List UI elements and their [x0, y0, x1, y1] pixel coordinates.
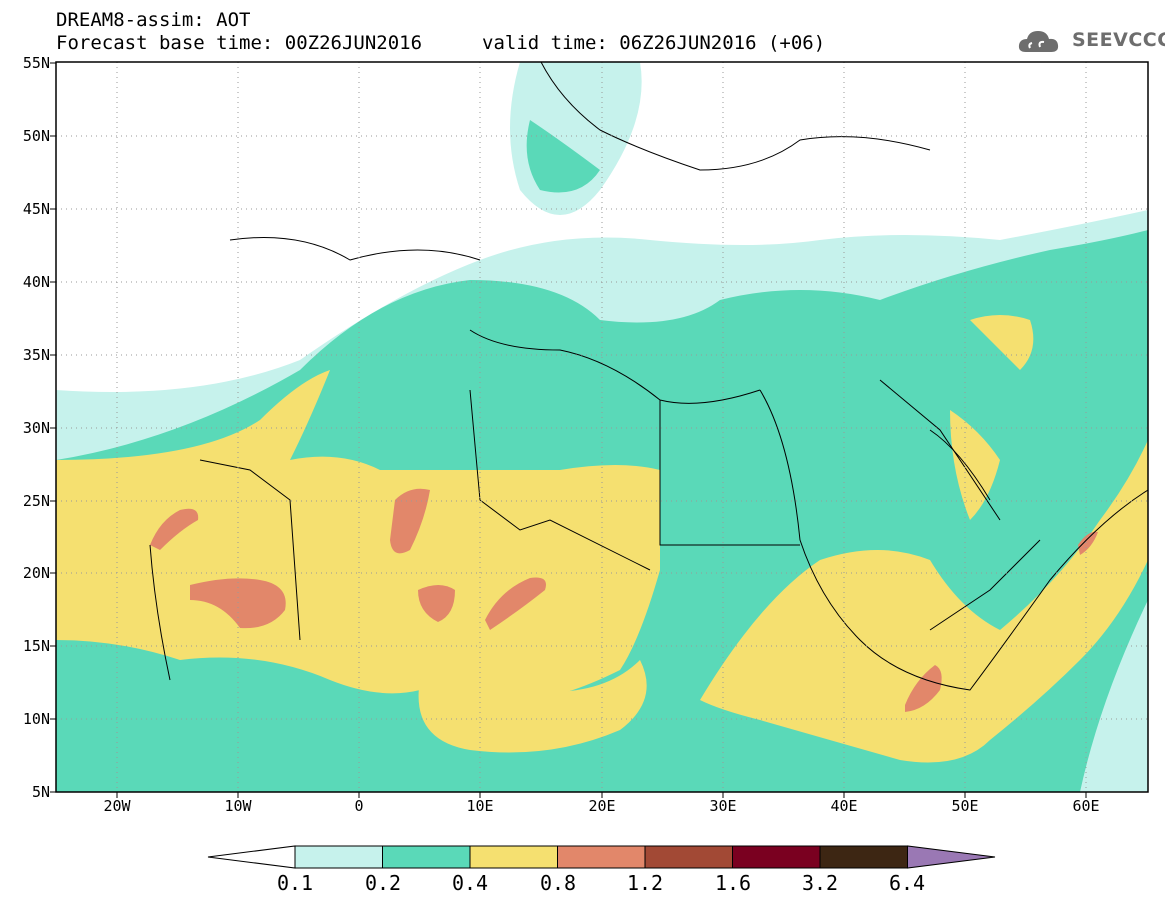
colorbar-swatch [819, 845, 908, 869]
colorbar-swatch [294, 845, 383, 869]
colorbar-label: 3.2 [801, 871, 839, 895]
aot-region-0.8-c [390, 488, 430, 554]
lat-label: 10N [22, 710, 50, 728]
aot-region-0.8-b [190, 578, 286, 629]
lat-label: 45N [22, 200, 50, 218]
aot-region-0.8-e [485, 577, 546, 630]
lon-label: 40E [830, 797, 858, 815]
border-lines [199, 379, 1041, 641]
lon-label: 20E [588, 797, 616, 815]
lat-label: 25N [22, 492, 50, 510]
lat-label: 40N [22, 273, 50, 291]
valid-time: valid time: 06Z26JUN2016 (+06) [482, 32, 826, 54]
aot-region-0.4-east [700, 440, 1148, 763]
aot-region-0.8-d [418, 585, 455, 622]
logo-text: SEEVCCC [1072, 29, 1165, 51]
colorbar-label: 0.8 [539, 871, 577, 895]
lat-label: 35N [22, 346, 50, 364]
aot-region-0.4-sahel [418, 660, 647, 753]
colorbar-label: 6.4 [888, 871, 926, 895]
lon-label: 50E [951, 797, 979, 815]
colorbar-under-triangle [207, 845, 296, 869]
map-title: DREAM8-assim: AOT [56, 9, 251, 31]
lat-label: 5N [31, 783, 50, 801]
colorbar-over-triangle [907, 845, 996, 869]
aot-region-0.8-f [905, 665, 942, 712]
lon-label: 60E [1072, 797, 1100, 815]
lon-label: 10E [466, 797, 494, 815]
lat-label: 30N [22, 419, 50, 437]
colorbar [207, 845, 996, 869]
lon-label: 0 [354, 797, 364, 815]
forecast-base-time: Forecast base time: 00Z26JUN2016 [56, 32, 423, 54]
aot-region-0.4-gulf [950, 410, 1000, 520]
lat-label: 50N [22, 127, 50, 145]
aot-region-0.2-balkan [526, 120, 600, 193]
aot-region-0.4-sahara [56, 370, 660, 700]
lat-label: 55N [22, 54, 50, 72]
colorbar-label: 1.2 [626, 871, 664, 895]
colorbar-swatch [644, 845, 733, 869]
lat-label: 15N [22, 637, 50, 655]
colorbar-swatch [732, 845, 821, 869]
coastline [149, 62, 1148, 691]
aot-region-0.4-caspian [970, 315, 1034, 370]
colorbar-swatch [557, 845, 646, 869]
lon-label: 20W [103, 797, 131, 815]
cloud-logo-icon [1018, 31, 1059, 52]
aot-region-0.8-a [150, 508, 199, 550]
colorbar-label: 1.6 [714, 871, 752, 895]
colorbar-swatch [469, 845, 558, 869]
lon-label: 30E [709, 797, 737, 815]
colorbar-label: 0.2 [364, 871, 402, 895]
colorbar-label: 0.1 [276, 871, 314, 895]
colorbar-label: 0.4 [451, 871, 489, 895]
lat-label: 20N [22, 564, 50, 582]
colorbar-swatch [382, 845, 471, 869]
lon-label: 10W [224, 797, 252, 815]
aot-region-0.8-g [1078, 531, 1098, 555]
